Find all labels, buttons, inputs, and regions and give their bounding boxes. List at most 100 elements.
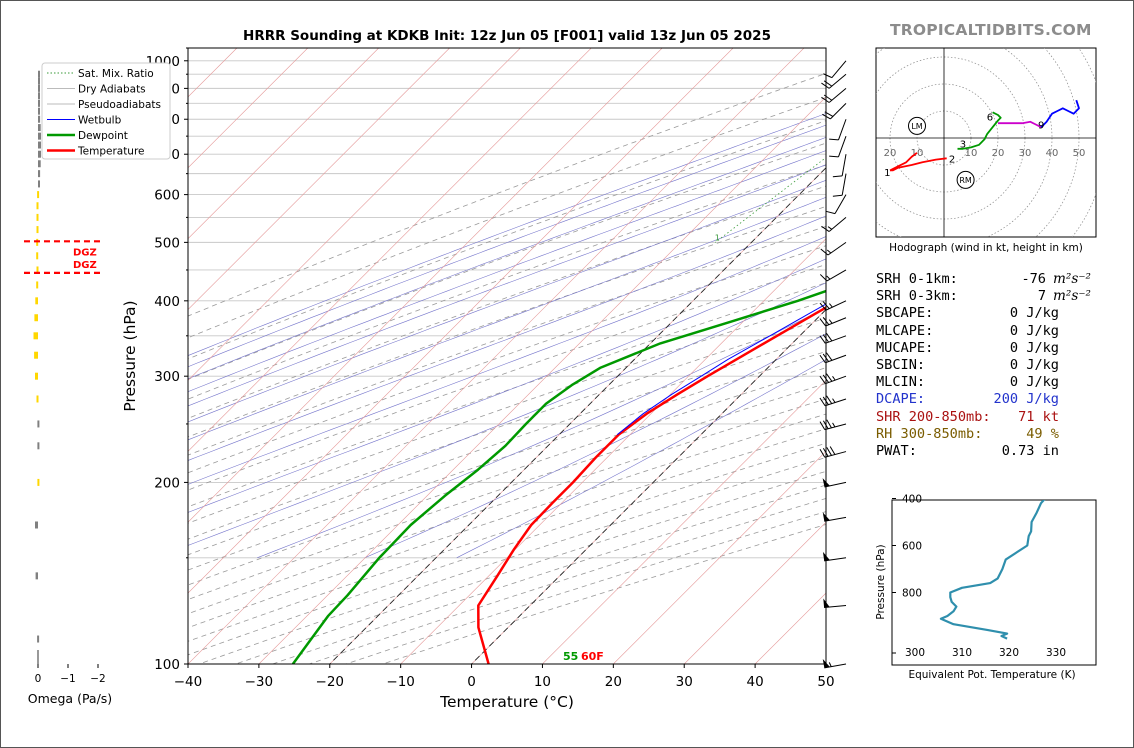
hodograph-height-label: 3: [960, 139, 966, 150]
omega-bar: [37, 442, 40, 450]
x-tick-label: 10: [534, 674, 551, 690]
dry-adiabat-line: [188, 367, 826, 586]
wind-barb-half: [832, 422, 836, 428]
wind-barb: [819, 269, 847, 282]
wind-barb-staff: [841, 173, 847, 196]
parameter-row: SBCIN: 0 J/kg: [876, 357, 1101, 374]
parameter-label: SRH 0-1km:: [876, 271, 958, 287]
parameter-value: -76 m²s⁻²: [1021, 271, 1101, 288]
wetbulb-profile: [616, 303, 826, 435]
wind-barb-staff: [828, 73, 847, 89]
hodograph-ring-label: 50: [1073, 148, 1086, 159]
wind-barb-staff: [838, 135, 847, 157]
wind-barb: [822, 658, 847, 669]
parameter-number: 0 J/kg: [1009, 339, 1059, 356]
theta-e-x-label: Equivalent Pot. Temperature (K): [908, 669, 1075, 681]
omega-bar: [36, 266, 39, 274]
hodograph-trace: [1040, 99, 1080, 128]
theta-e-x-tick-label: 320: [999, 647, 1019, 659]
wind-barb-full: [829, 138, 839, 141]
wind-barb-staff: [825, 317, 847, 327]
wind-barb-full: [826, 352, 833, 361]
surface-dewpoint-label: 55: [563, 650, 578, 663]
wind-barb-staff: [828, 88, 847, 103]
isotherm-line: [188, 48, 521, 381]
wind-barb: [821, 73, 847, 89]
legend-entry: Dry Adiabats: [78, 84, 146, 96]
theta-e-x-tick-label: 330: [1046, 647, 1066, 659]
isotherm-zero-line: [471, 308, 826, 664]
omega-bar: [35, 372, 38, 380]
wind-barb: [819, 316, 847, 327]
omega-bar: [38, 70, 40, 78]
wind-barb-staff: [831, 60, 847, 78]
y-tick-label: 400: [154, 294, 180, 310]
y-tick-label: 200: [154, 475, 180, 491]
hodograph-ring-label: 10: [965, 148, 978, 159]
omega-bar: [38, 107, 40, 115]
wind-barb-full: [825, 210, 836, 215]
omega-bar: [38, 124, 41, 132]
wind-barb: [825, 194, 847, 215]
parameter-row: MLCAPE: 0 J/kg: [876, 323, 1101, 340]
y-tick-label: 300: [154, 369, 180, 385]
y-tick-label: 500: [154, 235, 180, 251]
wind-barb-full: [823, 94, 833, 101]
wind-barb-full: [823, 80, 833, 87]
wind-barb: [822, 512, 847, 522]
wind-barb-flag: [822, 551, 830, 561]
parameter-row: SRH 0-3km: 7 m²s⁻²: [876, 288, 1101, 305]
wind-barbs: [819, 60, 847, 669]
parameter-unit: m²s⁻²: [1053, 288, 1091, 305]
dry-adiabat-line: [188, 72, 826, 317]
wind-barb-flag: [822, 658, 830, 668]
wind-barb-staff: [828, 217, 847, 232]
x-tick-label: −20: [316, 674, 345, 690]
wind-barb-full: [822, 334, 830, 343]
isotherm-line: [683, 521, 826, 664]
pseudoadiabat-line: [257, 307, 826, 559]
legend-entry: Temperature: [77, 146, 145, 158]
wind-barb-full: [819, 375, 826, 385]
wind-barb-half: [828, 319, 833, 324]
x-tick-label: 20: [605, 674, 622, 690]
mixing-ratio-label: 1: [715, 233, 720, 242]
brand-watermark: TROPICALTIDBITS.COM: [890, 21, 1092, 39]
omega-bar: [37, 191, 40, 199]
dgz-label: DGZ: [73, 260, 97, 271]
mixing-ratio-label: 6: [869, 233, 874, 242]
parameter-label: MUCAPE:: [876, 339, 934, 356]
omega-axis-label: Omega (Pa/s): [28, 691, 112, 706]
x-tick-label: 0: [467, 674, 476, 690]
parameter-label: RH 300-850mb:: [876, 425, 983, 442]
omega-bar: [38, 92, 40, 100]
omega-x-tick-label: −1: [60, 673, 75, 685]
theta-e-y-tick-label: 800: [902, 588, 922, 600]
omega-bar: [38, 150, 41, 158]
parameter-value: 0 J/kg: [1010, 374, 1101, 391]
wind-barb-flag: [823, 598, 830, 608]
parameter-unit: m²s⁻²: [1053, 271, 1091, 287]
theta-e-x-tick-label: 310: [952, 647, 972, 659]
dry-adiabat-line: [188, 225, 826, 456]
wind-barb-full: [819, 318, 826, 327]
pseudoadiabat-line: [188, 179, 826, 423]
wind-barb-staff: [824, 423, 847, 431]
wind-barb-full: [819, 274, 828, 282]
pseudoadiabat-line: [364, 333, 826, 559]
parameter-label: SBCAPE:: [876, 305, 934, 322]
parameter-value: 0 J/kg: [1010, 357, 1101, 374]
y-axis-label: Pressure (hPa): [121, 300, 139, 411]
omega-bar: [37, 635, 40, 643]
wind-barb-full: [822, 353, 830, 362]
wind-barb-full: [822, 316, 830, 325]
hodograph-ring-label: 20: [992, 148, 1005, 159]
parameter-number: -76: [1021, 271, 1046, 287]
wind-barb-full: [826, 419, 832, 429]
legend-entry: Dewpoint: [78, 130, 128, 142]
legend-entry: Pseudoadiabats: [78, 99, 161, 111]
wind-barb: [822, 551, 847, 562]
theta-e-y-label: Pressure (hPa): [875, 544, 887, 619]
wind-barb-full: [829, 155, 839, 158]
